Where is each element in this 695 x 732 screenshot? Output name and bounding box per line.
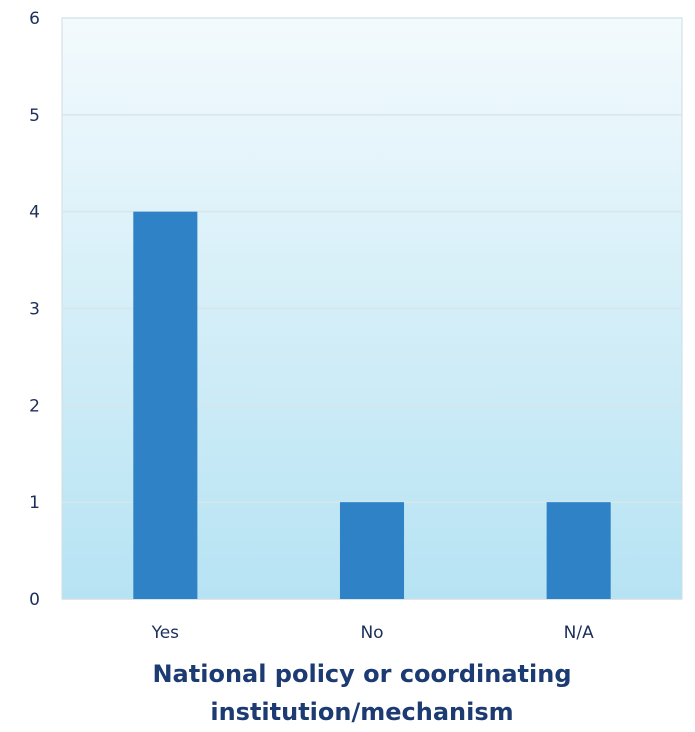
x-axis-ticks: Yes No N/A — [151, 623, 594, 643]
x-tick-label: N/A — [564, 623, 594, 643]
y-tick-label: 1 — [29, 493, 40, 513]
bar-yes — [133, 211, 198, 599]
y-tick-label: 3 — [29, 300, 40, 320]
y-tick-label: 0 — [29, 590, 40, 610]
x-tick-label: No — [360, 623, 383, 643]
bar-no — [339, 502, 405, 599]
y-tick-label: 5 — [29, 106, 40, 126]
bars — [133, 211, 611, 599]
x-axis-title-line2: institution/mechanism — [210, 698, 513, 726]
y-axis-ticks: 0 1 2 3 4 5 6 — [29, 9, 40, 610]
y-tick-label: 6 — [29, 9, 40, 29]
x-axis-title-line1: National policy or coordinating — [152, 660, 571, 688]
y-tick-label: 2 — [29, 396, 40, 416]
x-tick-label: Yes — [151, 623, 180, 643]
y-tick-label: 4 — [29, 203, 40, 223]
bar-n-a — [546, 502, 611, 599]
